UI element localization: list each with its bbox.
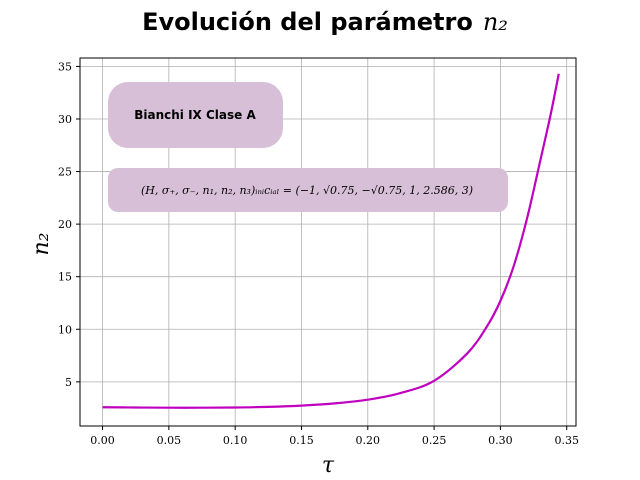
x-tick-label: 0.25: [422, 434, 447, 447]
y-tick-label: 30: [58, 113, 72, 126]
y-tick-label: 5: [65, 376, 72, 389]
chart-title: Evolución del parámetro n₂: [142, 8, 508, 36]
annotation-box-2-bg: [108, 168, 508, 212]
x-tick-label: 0.35: [554, 434, 579, 447]
annotation-box-1: Bianchi IX Clase A: [108, 82, 283, 148]
x-tick-label: 0.15: [289, 434, 314, 447]
annotation-box-2: (H, σ₊, σ₋, n₁, n₂, n₃)ᵢₙᵢcᵢₐₗ = (−1, √0…: [108, 168, 508, 212]
x-tick-label: 0.20: [356, 434, 381, 447]
x-tick-label: 0.00: [90, 434, 115, 447]
axes-frame: [79, 57, 577, 427]
annotation-box-1-bg: [108, 82, 283, 148]
y-tick-label: 25: [58, 166, 72, 179]
x-ticks: 0.00 0.05 0.10 0.15 0.20 0.25 0.30 0.35: [90, 426, 579, 447]
x-tick-label: 0.30: [488, 434, 513, 447]
x-tick-label: 0.05: [157, 434, 182, 447]
y-tick-label: 35: [58, 60, 72, 73]
chart-title-text: Evolución del parámetro: [142, 8, 473, 36]
x-axis-label: τ: [322, 453, 335, 478]
series-line: [102, 73, 560, 409]
y-axis-label: n₂: [29, 233, 54, 256]
axes-border: [79, 57, 577, 427]
chart-title-math: n₂: [483, 8, 508, 36]
annotation-label-1: Bianchi IX Clase A: [134, 108, 256, 122]
x-tick-label: 0.10: [223, 434, 248, 447]
y-tick-label: 20: [58, 218, 72, 231]
series: [102, 73, 560, 409]
y-tick-label: 15: [58, 271, 72, 284]
y-tick-label: 10: [58, 323, 72, 336]
annotation-label-2: (H, σ₊, σ₋, n₁, n₂, n₃)ᵢₙᵢcᵢₐₗ = (−1, √0…: [141, 184, 473, 197]
y-ticks: 5 10 15 20 25 30 35: [58, 60, 80, 389]
